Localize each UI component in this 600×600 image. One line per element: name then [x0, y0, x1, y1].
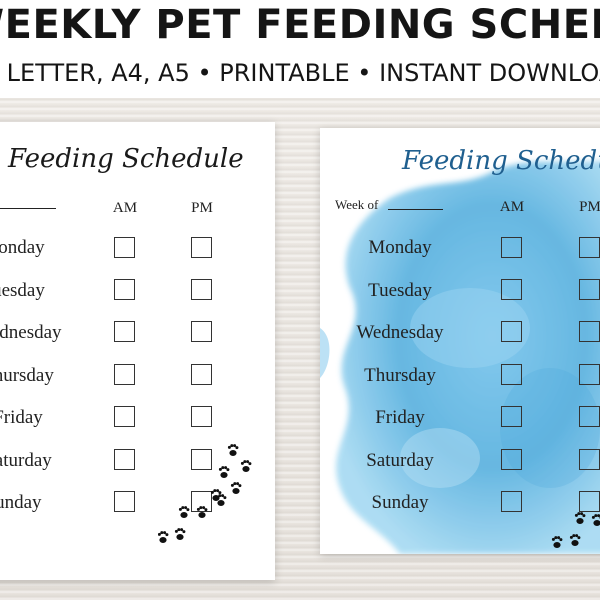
- saturday-am-checkbox[interactable]: [114, 449, 135, 470]
- thursday-am-checkbox[interactable]: [501, 364, 522, 385]
- week-of-label: Week of: [335, 197, 379, 212]
- saturday-pm-checkbox[interactable]: [191, 449, 212, 470]
- day-label-thursday: Thursday: [364, 365, 436, 386]
- week-of-line[interactable]: [388, 209, 443, 210]
- friday-am-checkbox[interactable]: [501, 406, 522, 427]
- sunday-am-checkbox[interactable]: [501, 491, 522, 512]
- friday-pm-checkbox[interactable]: [191, 406, 212, 427]
- paw-print-icon: [551, 512, 600, 548]
- wednesday-pm-checkbox[interactable]: [579, 321, 600, 342]
- sunday-pm-checkbox[interactable]: [191, 491, 212, 512]
- saturday-pm-checkbox[interactable]: [579, 449, 600, 470]
- day-label-monday: Monday: [0, 237, 45, 258]
- am-header: AM: [499, 199, 525, 215]
- pm-header: PM: [579, 199, 600, 215]
- sheet-title: Feeding Schedule: [8, 144, 244, 174]
- watercolor-splash: [320, 160, 600, 554]
- thursday-am-checkbox[interactable]: [114, 364, 135, 385]
- watercolor-schedule-sheet: Feeding Schedule Week of AM PM Monday Tu…: [320, 128, 600, 554]
- saturday-am-checkbox[interactable]: [501, 449, 522, 470]
- wednesday-pm-checkbox[interactable]: [191, 321, 212, 342]
- day-label-sunday: Sunday: [0, 492, 42, 513]
- day-label-sunday: Sunday: [371, 492, 429, 513]
- banner: WEEKLY PET FEEDING SCHEDULE US LETTER, A…: [0, 0, 600, 98]
- day-label-saturday: Saturday: [0, 450, 52, 471]
- day-label-tuesday: Tuesday: [0, 280, 45, 301]
- friday-am-checkbox[interactable]: [114, 406, 135, 427]
- am-header: AM: [112, 200, 138, 216]
- day-label-saturday: Saturday: [366, 450, 434, 471]
- monday-pm-checkbox[interactable]: [191, 237, 212, 258]
- wednesday-am-checkbox[interactable]: [501, 321, 522, 342]
- monday-pm-checkbox[interactable]: [579, 237, 600, 258]
- sheet-title: Feeding Schedule: [402, 146, 600, 176]
- monday-am-checkbox[interactable]: [501, 237, 522, 258]
- tuesday-am-checkbox[interactable]: [114, 279, 135, 300]
- day-label-tuesday: Tuesday: [368, 280, 432, 301]
- friday-pm-checkbox[interactable]: [579, 406, 600, 427]
- tuesday-am-checkbox[interactable]: [501, 279, 522, 300]
- thursday-pm-checkbox[interactable]: [579, 364, 600, 385]
- monday-am-checkbox[interactable]: [114, 237, 135, 258]
- pm-header: PM: [191, 200, 213, 216]
- day-label-friday: Friday: [0, 407, 43, 428]
- tuesday-pm-checkbox[interactable]: [579, 279, 600, 300]
- day-label-thursday: Thursday: [0, 365, 54, 386]
- day-label-friday: Friday: [375, 407, 425, 428]
- banner-title: WEEKLY PET FEEDING SCHEDULE: [0, 2, 600, 48]
- plain-schedule-sheet: Feeding Schedule AM PM Monday Tuesday We…: [0, 122, 275, 580]
- week-of-line: [0, 208, 56, 209]
- day-label-wednesday: Wednesday: [356, 322, 444, 343]
- paw-print-icon: [158, 444, 252, 543]
- sunday-am-checkbox[interactable]: [114, 491, 135, 512]
- banner-subtitle: US LETTER, A4, A5 • PRINTABLE • INSTANT …: [0, 59, 600, 87]
- day-label-monday: Monday: [368, 237, 432, 258]
- day-label-wednesday: Wednesday: [0, 322, 62, 343]
- thursday-pm-checkbox[interactable]: [191, 364, 212, 385]
- tuesday-pm-checkbox[interactable]: [191, 279, 212, 300]
- wednesday-am-checkbox[interactable]: [114, 321, 135, 342]
